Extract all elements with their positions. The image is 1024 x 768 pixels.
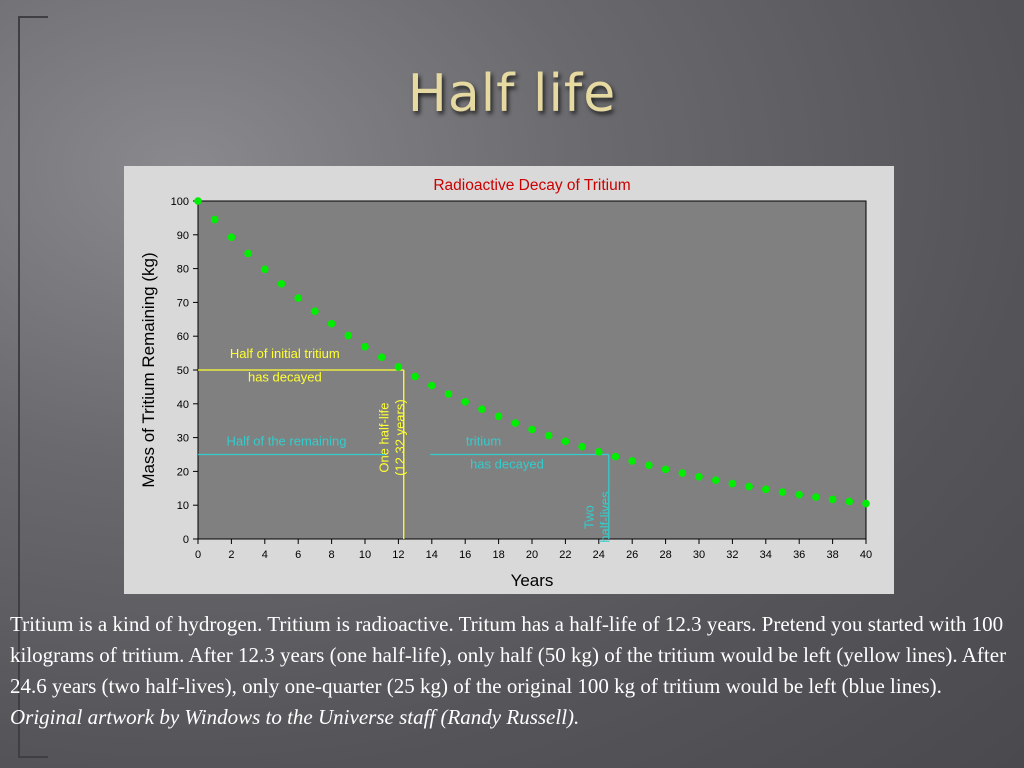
y-tick-label: 20 [177, 466, 189, 478]
data-point [344, 331, 353, 340]
data-point [645, 461, 653, 470]
y-tick-label: 100 [171, 196, 189, 208]
data-point [845, 497, 854, 506]
decay-chart-svg: Radioactive Decay of Tritium 01020304050… [139, 177, 872, 590]
x-tick-label: 40 [860, 549, 872, 561]
data-point [194, 197, 202, 205]
y-tick-label: 70 [177, 297, 189, 309]
x-tick-label: 22 [559, 549, 571, 561]
x-tick-label: 34 [760, 549, 772, 561]
x-tick-label: 4 [262, 549, 268, 561]
data-point [728, 479, 737, 488]
y-axis-label: Mass of Tritium Remaining (kg) [139, 252, 158, 487]
data-point [327, 319, 336, 328]
y-tick-label: 60 [177, 331, 189, 343]
data-point [745, 482, 753, 491]
data-point [444, 390, 453, 398]
x-tick-label: 2 [228, 549, 234, 561]
one-half-life-vertical-label-line1: One half-life [377, 403, 392, 473]
data-point [227, 233, 236, 241]
y-axis: 0 10 20 30 40 50 60 70 80 90 100 [171, 196, 198, 546]
data-point [494, 412, 503, 421]
data-point [394, 363, 403, 371]
x-tick-label: 26 [626, 549, 638, 561]
credit-line: Original artwork by Windows to the Unive… [10, 705, 580, 729]
two-half-lives-vertical-label-line1: Two [581, 505, 596, 529]
data-point [411, 372, 419, 381]
data-point [695, 473, 703, 481]
data-point [361, 342, 369, 351]
x-axis-label: Years [511, 571, 554, 590]
one-half-life-guides: Half of initial tritium has decayed One … [198, 346, 408, 539]
data-point [778, 488, 787, 496]
data-point [628, 457, 636, 465]
x-tick-label: 18 [492, 549, 504, 561]
data-point [511, 419, 520, 427]
slide-body: Tritium is a kind of hydrogen. Tritium i… [10, 609, 1015, 733]
x-tick-label: 28 [659, 549, 671, 561]
slide-title: Half life [407, 64, 617, 124]
x-tick-label: 12 [392, 549, 404, 561]
data-point [812, 493, 820, 501]
y-tick-label: 0 [183, 534, 189, 546]
x-tick-label: 24 [593, 549, 605, 561]
x-axis: 0 2 4 6 8 10 12 14 16 18 20 22 24 26 28 30 32 34 36 38 40 [195, 539, 872, 561]
data-point [377, 353, 386, 361]
decay-chart: Radioactive Decay of Tritium 0 10 20 30 40 50… [124, 166, 894, 594]
data-point [544, 431, 553, 440]
data-point [678, 469, 687, 477]
data-point [478, 405, 486, 414]
x-tick-label: 16 [459, 549, 471, 561]
data-point [661, 465, 670, 474]
data-point [311, 307, 319, 315]
chart-title: Radioactive Decay of Tritium [433, 177, 630, 194]
data-point [244, 249, 252, 258]
data-point [595, 447, 603, 456]
data-point [795, 490, 803, 499]
two-half-lives-label-line2: has decayed [470, 457, 544, 472]
data-point [277, 280, 286, 288]
y-tick-label: 30 [177, 433, 189, 445]
x-tick-label: 10 [359, 549, 371, 561]
y-tick-label: 50 [177, 365, 189, 377]
one-half-life-label-line2: has decayed [248, 369, 322, 384]
data-point [561, 437, 570, 446]
y-tick-label: 40 [177, 399, 189, 411]
data-point [862, 499, 870, 508]
two-half-lives-label-left: Half of the remaining [227, 434, 347, 449]
one-half-life-label-line1: Half of initial tritium [230, 346, 340, 361]
data-point [711, 476, 720, 484]
x-tick-label: 32 [726, 549, 738, 561]
data-point [294, 294, 302, 302]
data-point [828, 495, 837, 504]
x-tick-label: 20 [526, 549, 538, 561]
data-point [578, 442, 586, 451]
data-point [528, 425, 536, 434]
data-point [762, 485, 770, 494]
two-half-lives-guides: Half of the remaining tritium has decaye… [198, 434, 612, 543]
data-point [261, 265, 269, 274]
x-tick-label: 6 [295, 549, 301, 561]
y-tick-label: 80 [177, 264, 189, 276]
x-tick-label: 0 [195, 549, 201, 561]
description-paragraph: Tritium is a kind of hydrogen. Tritium i… [10, 612, 1007, 698]
data-point [210, 215, 219, 224]
two-half-lives-label-right: tritium [466, 434, 501, 449]
x-tick-label: 8 [329, 549, 335, 561]
x-tick-label: 30 [693, 549, 705, 561]
data-point [611, 452, 620, 461]
y-tick-label: 10 [177, 500, 189, 512]
data-point [461, 397, 470, 406]
data-point [428, 381, 436, 390]
two-half-lives-vertical-label-line2: half-lives [597, 491, 612, 543]
slide-bracket-decoration [18, 16, 48, 758]
y-tick-label: 90 [177, 230, 189, 242]
x-tick-label: 38 [826, 549, 838, 561]
x-tick-label: 36 [793, 549, 805, 561]
x-tick-label: 14 [426, 549, 438, 561]
one-half-life-vertical-label-line2: (12.32 years) [393, 399, 408, 476]
data-points [194, 197, 870, 508]
